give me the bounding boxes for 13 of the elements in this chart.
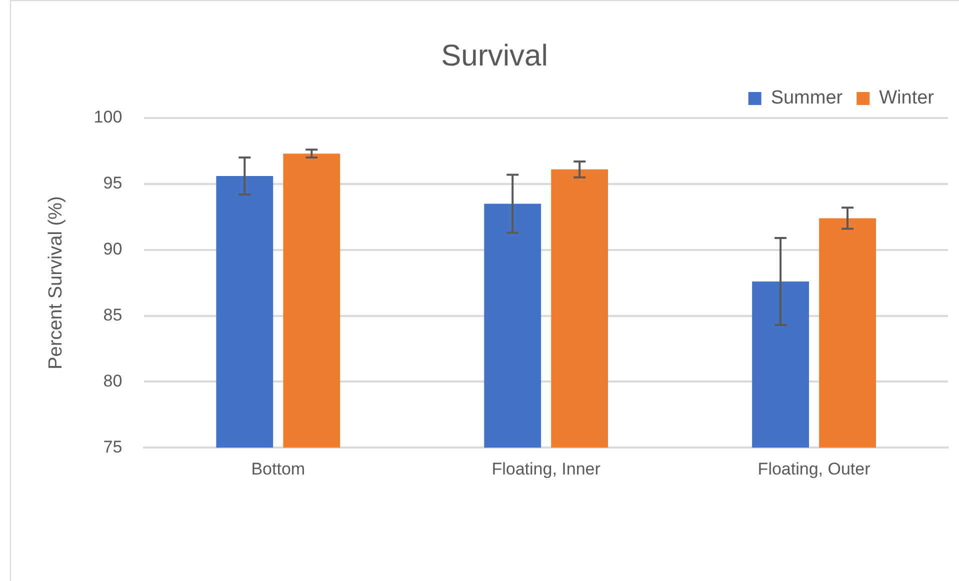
y-tick-label: 90 [103, 240, 122, 259]
legend-label: Summer [770, 88, 844, 109]
legend-label: Winter [879, 88, 935, 109]
y-tick-label: 75 [103, 437, 122, 456]
y-tick-label: 80 [103, 371, 122, 390]
y-tick-label: 85 [103, 305, 122, 324]
y-tick-label: 100 [94, 108, 122, 127]
x-tick-label: Floating, Outer [758, 459, 871, 478]
x-tick-label: Bottom [251, 459, 306, 478]
chart-title: Survival [441, 39, 548, 72]
x-tick-label: Floating, Inner [492, 459, 601, 478]
y-tick-label: 95 [103, 174, 122, 193]
y-axis-title: Percent Survival (%) [46, 196, 67, 370]
